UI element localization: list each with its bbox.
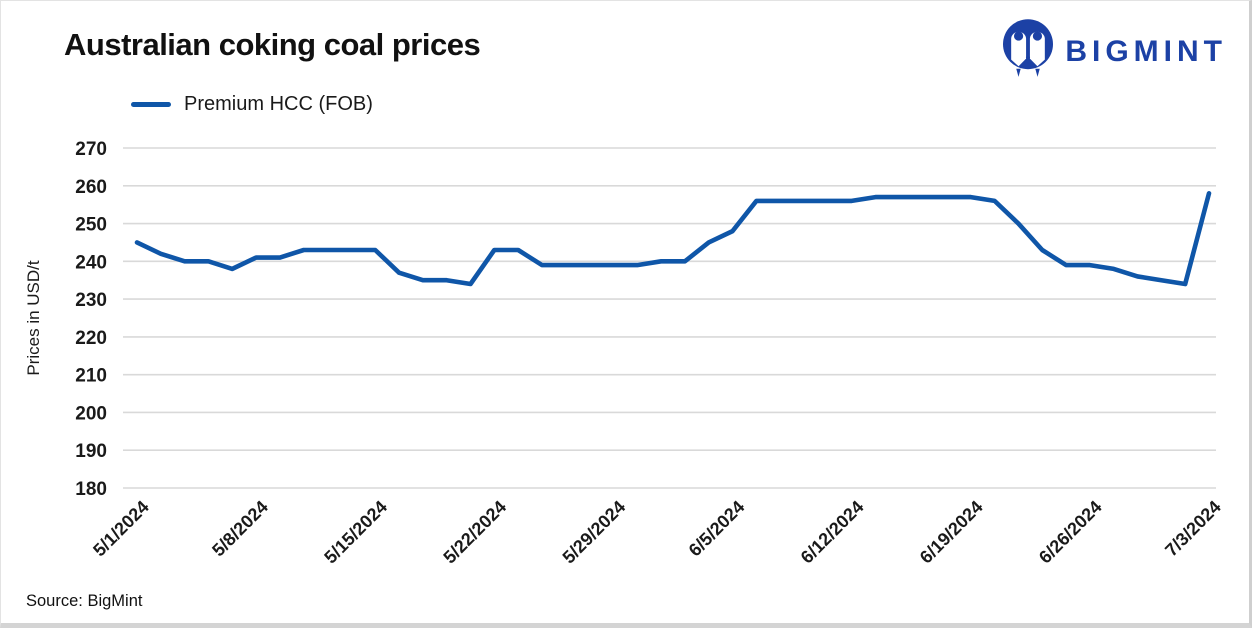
- source-note: Source: BigMint: [26, 592, 143, 610]
- y-axis-tick-label: 250: [75, 215, 107, 236]
- y-axis-tick-label: 240: [75, 252, 107, 273]
- y-axis-tick-label: 270: [75, 139, 107, 160]
- x-axis-tick-label: 6/12/2024: [797, 497, 868, 568]
- y-axis-tick-label: 260: [75, 177, 107, 198]
- x-axis-tick-label: 5/1/2024: [89, 497, 153, 561]
- x-axis-tick-label: 5/8/2024: [208, 497, 272, 561]
- x-axis-tick-label: 5/15/2024: [320, 497, 391, 568]
- x-axis-tick-label: 6/5/2024: [685, 497, 749, 561]
- chart-title: Australian coking coal prices: [64, 27, 481, 62]
- x-axis-tick-label: 5/22/2024: [439, 497, 510, 568]
- price-series-line: [134, 191, 1212, 287]
- legend-label: Premium HCC (FOB): [184, 93, 373, 115]
- bigmint-logo-text: BIGMINT: [1065, 34, 1227, 68]
- bigmint-logo: BIGMINT: [1003, 19, 1227, 84]
- x-axis-tick-label: 5/29/2024: [559, 497, 630, 568]
- y-axis-tick-label: 200: [75, 403, 107, 424]
- y-axis-tick-label: 220: [75, 328, 107, 349]
- y-axis-tick-label: 190: [75, 441, 107, 462]
- y-axis-title: Prices in USD/t: [24, 260, 43, 376]
- y-axis-tick-label: 230: [75, 290, 107, 311]
- legend: Premium HCC (FOB): [131, 93, 373, 116]
- bigmint-logo-icon: [1003, 19, 1054, 84]
- legend-line-swatch: [131, 102, 171, 107]
- y-axis-tick-label: 180: [75, 479, 107, 500]
- y-axis-tick-label: 210: [75, 366, 107, 387]
- x-axis-tick-label: 7/3/2024: [1161, 497, 1225, 561]
- x-axis-tick-label: 6/26/2024: [1035, 497, 1106, 568]
- x-axis-tick-label: 6/19/2024: [916, 497, 987, 568]
